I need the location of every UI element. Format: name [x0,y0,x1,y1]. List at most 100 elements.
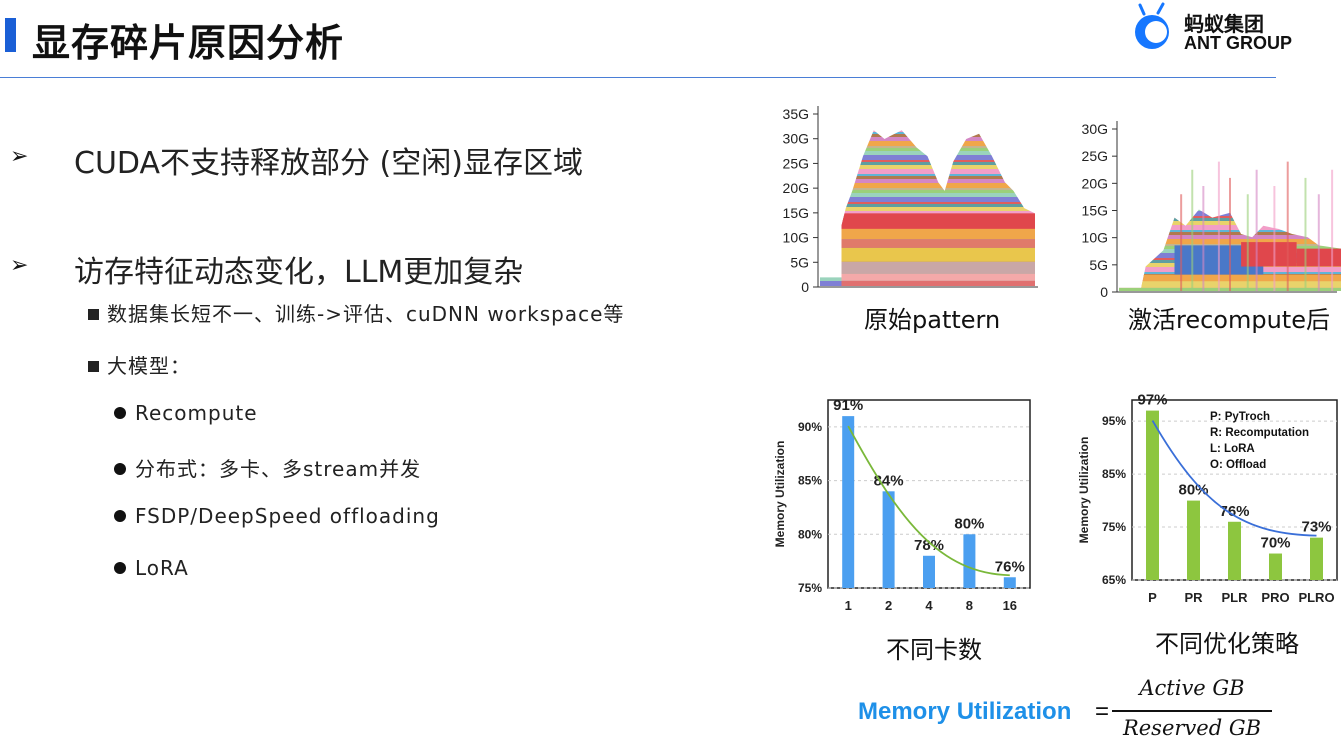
bar [1228,521,1241,580]
bar [1003,577,1016,588]
memory-band [1119,134,1341,137]
ant-group-logo: 蚂蚁集团 ANT GROUP [1130,2,1320,58]
bullet-access-pattern: 访存特征动态变化，LLM更加复杂 [74,255,524,290]
memory-block [841,247,1035,262]
y-tick-label: 75% [1102,520,1126,534]
dot-item-lora: LoRA [114,556,189,580]
y-tick-label: 10G [783,230,809,246]
y-tick-label: 20G [1082,175,1108,191]
memory-band [820,183,1035,188]
memory-band [820,123,1035,127]
y-tick-label: 0 [1100,284,1108,300]
y-tick-label: 80% [798,527,822,541]
y-tick-label: 90% [798,420,822,434]
y-tick-label: 75% [798,581,822,595]
memory-band [820,146,1035,148]
data-label: 84% [874,472,904,489]
title-accent-bar [5,18,16,52]
x-tick-label: 8 [966,598,973,613]
memory-band [820,190,1035,193]
sub-item-large-model: 大模型： [88,350,191,379]
x-tick-label: PRO [1261,590,1289,605]
y-tick-label: 25G [783,155,809,171]
memory-band [1119,132,1341,134]
memory-band [820,155,1035,160]
memory-band [820,176,1035,179]
data-label: 76% [1219,503,1249,520]
memory-band [1119,137,1341,141]
memory-band [1119,165,1341,169]
header-divider [0,77,1276,78]
x-tick-label: 1 [845,598,852,613]
caption-original: 原始pattern [864,306,1001,334]
y-axis-label: Memory Utilization [1077,437,1091,544]
strategies-bar-chart: 95% 85% 75% 65% Memory Utilization 97% P 80% PR 7… [1077,392,1338,605]
y-axis-label: Memory Utilization [773,441,787,548]
y-tick-label: 0 [801,279,809,295]
recompute-pattern-chart: 30G 25G 20G 15G 10G 5G 0 [1082,121,1341,300]
bar [1310,537,1323,580]
memory-band [1119,141,1341,146]
formula-numerator: Active GB [1139,676,1245,700]
caption-recompute: 激活recompute后 [1128,306,1330,334]
y-tick-label: 65% [1102,573,1126,587]
memory-band [820,118,1035,120]
memory-block [841,273,1035,281]
y-tick-label: 30G [1082,121,1108,137]
memory-band [820,202,1035,204]
x-tick-label: 2 [885,598,892,613]
memory-band [820,132,1035,134]
memory-band [820,174,1035,176]
bar [882,491,895,588]
memory-band [820,162,1035,165]
data-label: 76% [995,558,1025,575]
dot-bullet-icon [114,463,126,475]
sub-item-dataset: 数据集长短不一、训练->评估、cuDNN workspace等 [88,298,624,327]
formula-equals: = [1095,698,1110,725]
memory-band [820,169,1035,174]
original-pattern-chart: 35G 30G 25G 20G 15G 10G 5G 0 [783,106,1038,295]
dot-bullet-icon [114,407,126,419]
memory-band [820,141,1035,146]
y-tick-label: 15G [1082,203,1108,219]
data-label: 91% [833,397,863,414]
square-bullet-icon [88,361,99,372]
memory-block [841,261,1035,274]
x-tick-label: 4 [925,598,933,613]
memory-band [820,148,1035,151]
y-tick-label: 25G [1082,148,1108,164]
trend-curve [1151,420,1317,537]
caption-cards: 不同卡数 [886,636,982,664]
memory-band [1119,146,1341,148]
x-tick-label: 16 [1003,598,1017,613]
legend-entry: R: Recomputation [1210,427,1309,439]
fraction-line [1112,710,1272,712]
x-tick-label: PR [1184,590,1203,605]
formula-denominator: Reserved GB [1122,716,1262,740]
memory-band [820,137,1035,141]
y-tick-label: 85% [1102,467,1126,481]
memory-band [820,204,1035,207]
memory-block [841,239,1035,248]
dot-bullet-icon [114,510,126,522]
formula-fraction: Active GB Reserved GB [1112,676,1272,740]
memory-band [1119,162,1341,165]
x-tick-label: PLR [1222,590,1249,605]
data-label: 70% [1260,535,1290,552]
x-tick-label: P [1148,590,1157,605]
memory-block [841,213,1035,229]
memory-block [1141,274,1341,282]
dot-bullet-icon [114,562,126,574]
memory-band [820,179,1035,183]
page-title: 显存碎片原因分析 [32,21,345,65]
data-label: 97% [1137,392,1167,409]
square-bullet-icon [88,309,99,320]
trend-curve [847,425,1010,577]
dot-item-recompute: Recompute [114,401,258,425]
caption-strategies: 不同优化策略 [1155,630,1299,658]
memory-band [820,134,1035,137]
bar [1146,410,1159,580]
memory-band [820,165,1035,169]
memory-area [820,118,1035,286]
formula-label: Memory Utilization [858,698,1072,725]
